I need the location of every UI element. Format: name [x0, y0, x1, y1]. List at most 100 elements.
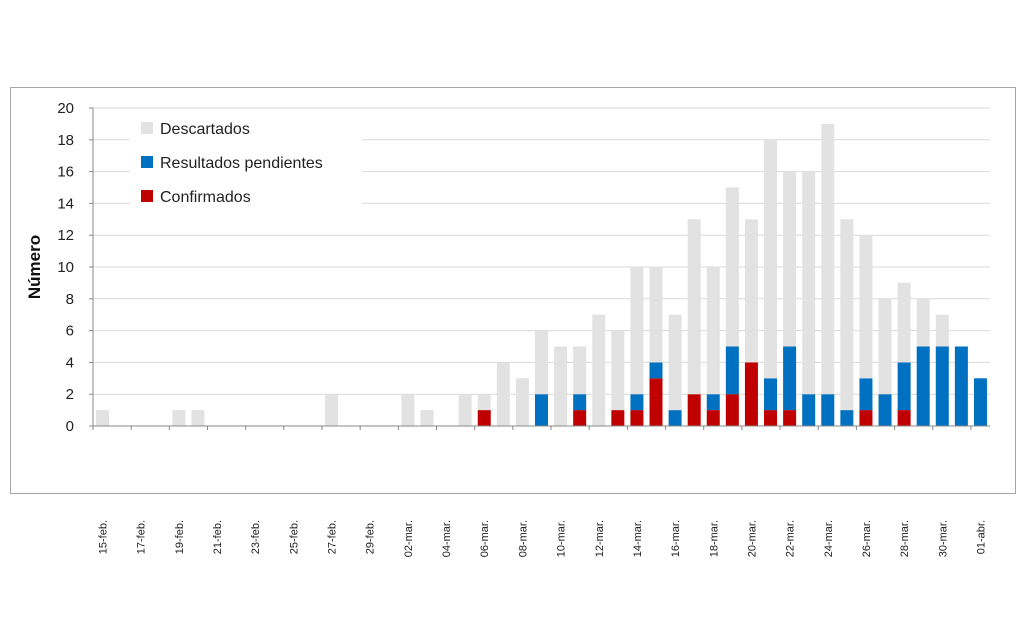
bar-resultados-pendientes-01-abr. — [973, 378, 987, 426]
bar-descartados-09-mar. — [535, 330, 548, 395]
bars — [96, 123, 987, 426]
x-tick-label: 26-mar. — [861, 520, 873, 557]
bar-descartados-13-mar. — [611, 330, 625, 411]
x-tick-label: 21-feb. — [212, 520, 224, 554]
bar-descartados-12-mar. — [592, 314, 606, 426]
y-tick-label: 10 — [57, 259, 74, 276]
bar-confirmados-11-mar. — [573, 410, 587, 426]
y-tick-label: 4 — [66, 354, 74, 371]
bar-resultados-pendientes-23-mar. — [802, 394, 816, 426]
bar-descartados-28-mar. — [897, 282, 911, 363]
bar-descartados-20-feb. — [191, 410, 205, 426]
legend-swatch — [141, 156, 153, 168]
bar-confirmados-13-mar. — [611, 410, 625, 426]
bar-resultados-pendientes-27-mar. — [878, 394, 892, 426]
bar-descartados-06-mar. — [477, 394, 491, 411]
y-tick-label: 16 — [57, 164, 74, 181]
bar-resultados-pendientes-24-mar. — [821, 394, 835, 426]
bar-descartados-15-feb. — [96, 410, 110, 426]
x-tick-label: 28-mar. — [899, 520, 911, 557]
x-tick-label: 16-mar. — [670, 520, 682, 557]
legend-swatch — [141, 190, 153, 202]
bar-resultados-pendientes-25-mar. — [840, 410, 854, 426]
x-tick-label: 01-abr. — [975, 520, 987, 554]
x-tick-label: 29-feb. — [365, 520, 377, 554]
bar-resultados-pendientes-09-mar. — [535, 394, 548, 426]
bar-descartados-08-mar. — [515, 378, 529, 426]
chart-frame — [10, 87, 1016, 494]
x-tick-label: 14-mar. — [632, 520, 644, 557]
bar-descartados-19-feb. — [172, 410, 186, 426]
bar-descartados-16-mar. — [668, 314, 682, 411]
bar-resultados-pendientes-22-mar. — [783, 346, 797, 411]
bar-resultados-pendientes-31-mar. — [954, 346, 968, 426]
bar-resultados-pendientes-19-mar. — [725, 346, 739, 395]
bar-resultados-pendientes-16-mar. — [668, 410, 682, 426]
bar-descartados-26-mar. — [859, 235, 873, 379]
bar-confirmados-22-mar. — [783, 410, 797, 426]
bar-descartados-23-mar. — [802, 171, 816, 395]
x-tick-label: 15-feb. — [98, 520, 110, 554]
x-tick-label: 22-mar. — [785, 520, 797, 557]
bar-confirmados-21-mar. — [764, 410, 778, 426]
bar-confirmados-26-mar. — [859, 410, 873, 426]
x-tick-label: 12-mar. — [594, 520, 606, 557]
y-axis-label: Número — [25, 235, 44, 299]
bar-descartados-17-mar. — [687, 219, 701, 395]
bar-resultados-pendientes-28-mar. — [897, 362, 911, 411]
x-tick-label: 30-mar. — [937, 520, 949, 557]
bar-descartados-20-mar. — [744, 219, 758, 363]
bar-resultados-pendientes-26-mar. — [859, 378, 873, 411]
bar-descartados-18-mar. — [706, 267, 720, 395]
bar-descartados-03-mar. — [420, 410, 434, 426]
x-tick-label: 23-feb. — [250, 520, 262, 554]
bar-descartados-24-mar. — [821, 123, 835, 395]
x-tick-label: 27-feb. — [327, 520, 339, 554]
x-tick-label: 02-mar. — [403, 520, 415, 557]
bar-descartados-30-mar. — [935, 314, 949, 347]
bar-descartados-21-mar. — [764, 139, 778, 379]
bar-resultados-pendientes-11-mar. — [573, 394, 587, 411]
bar-descartados-11-mar. — [573, 346, 587, 395]
bar-descartados-22-mar. — [783, 171, 797, 347]
x-tick-label: 25-feb. — [288, 520, 300, 554]
x-tick-label: 19-feb. — [174, 520, 186, 554]
bar-confirmados-06-mar. — [477, 410, 491, 426]
y-tick-label: 20 — [57, 100, 74, 117]
bar-descartados-29-mar. — [916, 298, 930, 347]
bar-confirmados-14-mar. — [630, 410, 644, 426]
legend: Descartados Resultados pendientes Confirma… — [130, 112, 362, 208]
bar-descartados-07-mar. — [496, 362, 510, 426]
y-tick-label: 8 — [66, 291, 74, 308]
y-tick-label: 12 — [57, 227, 74, 244]
y-tick-label: 0 — [66, 418, 74, 435]
bar-descartados-25-mar. — [840, 219, 854, 411]
y-tick-label: 2 — [66, 386, 74, 403]
x-tick-label: 10-mar. — [556, 520, 568, 557]
bar-descartados-19-mar. — [725, 187, 739, 347]
axes: 0 2 4 6 8 10 12 14 16 18 20 15-feb. 17-feb. 19-feb. 21… — [57, 100, 990, 557]
legend-label: Resultados pendientes — [160, 155, 323, 172]
bar-descartados-27-feb. — [325, 394, 339, 426]
legend-label: Descartados — [160, 121, 250, 138]
bar-confirmados-28-mar. — [897, 410, 911, 426]
legend-label: Confirmados — [160, 189, 251, 206]
bar-descartados-10-mar. — [554, 346, 568, 426]
bar-resultados-pendientes-14-mar. — [630, 394, 644, 411]
bar-descartados-15-mar. — [649, 267, 663, 363]
bar-resultados-pendientes-30-mar. — [935, 346, 949, 426]
bar-descartados-14-mar. — [630, 267, 644, 395]
bar-confirmados-18-mar. — [706, 410, 720, 426]
y-tick-label: 14 — [57, 195, 74, 212]
legend-background — [130, 112, 362, 208]
y-tick-label: 18 — [57, 132, 74, 149]
y-tick-label: 6 — [66, 323, 74, 340]
bar-descartados-27-mar. — [878, 298, 892, 395]
x-tick-label: 06-mar. — [479, 520, 491, 557]
bar-confirmados-19-mar. — [725, 394, 739, 426]
bar-confirmados-15-mar. — [649, 378, 663, 426]
bar-confirmados-17-mar. — [687, 394, 701, 426]
bar-resultados-pendientes-18-mar. — [706, 394, 720, 411]
x-tick-label: 24-mar. — [823, 520, 835, 557]
